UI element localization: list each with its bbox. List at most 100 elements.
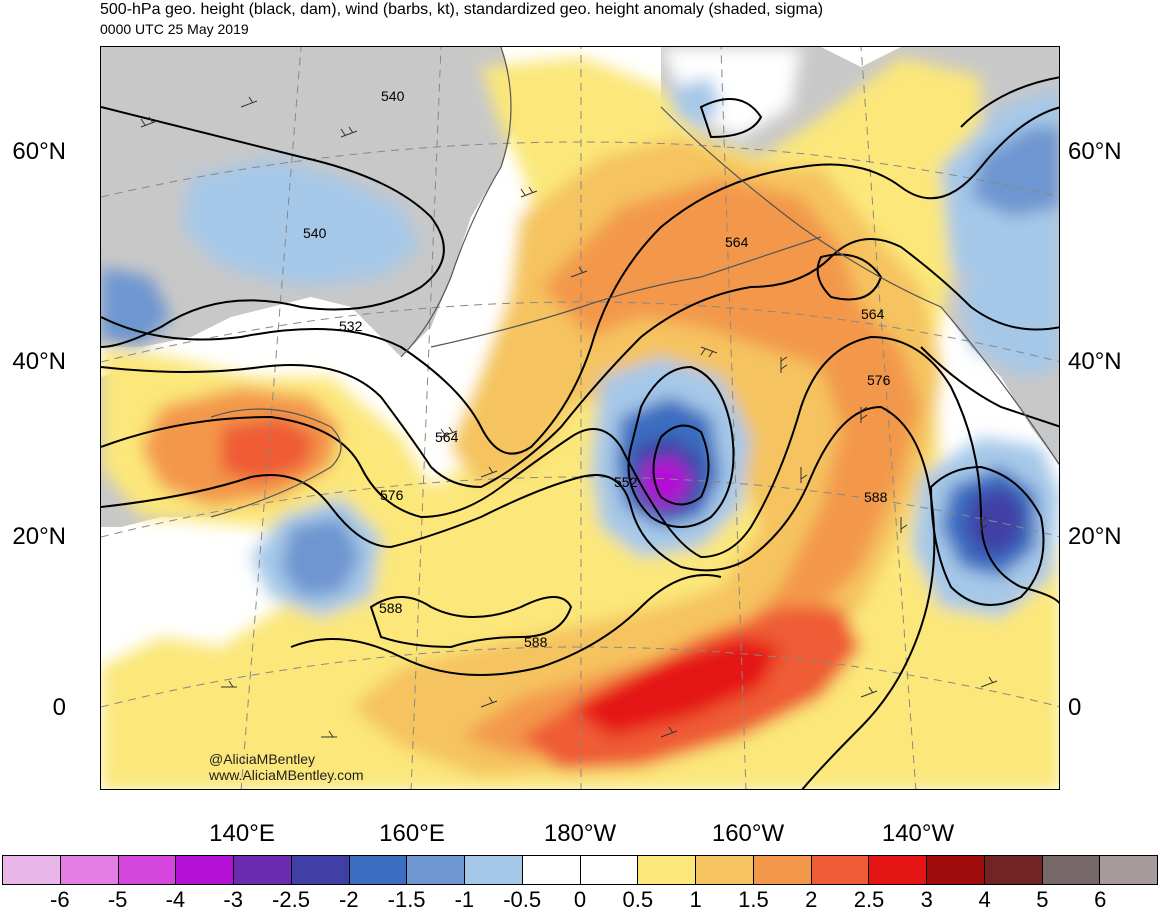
- wind-barb: [480, 696, 498, 708]
- anomaly-blue-siberia: [181, 157, 421, 287]
- credit-url: www.AliciaMBentley.com: [209, 767, 364, 783]
- colorbar-swatch: [291, 856, 350, 884]
- graticule-meridian: [240, 47, 302, 789]
- colorbar-label: 3: [920, 887, 933, 912]
- coastline-aleutians: [430, 236, 822, 348]
- colorbar-label: -1: [454, 887, 475, 912]
- wind-barb: [340, 126, 358, 138]
- colorbar-label: -2.5: [272, 887, 310, 912]
- contour-label: 576: [867, 372, 891, 388]
- wind-barb: [321, 730, 337, 738]
- wind-barb: [240, 96, 258, 108]
- wind-barb: [140, 116, 158, 128]
- wind-barb: [660, 726, 678, 738]
- colorbar-label: 5: [1036, 887, 1049, 912]
- contour-label: 532: [339, 318, 363, 334]
- colorbar-swatch: [696, 856, 754, 884]
- height-contour: [929, 465, 1045, 606]
- colorbar-label: -5: [107, 887, 128, 912]
- colorbar-swatch: [869, 856, 927, 884]
- map-canvas: 540 540 532 564 576 552 564 564 576 588 …: [101, 47, 1059, 789]
- anomaly-blue-arctic: [671, 77, 721, 127]
- colorbar-swatch: [811, 856, 870, 884]
- height-contour: [627, 365, 735, 528]
- contour-label: 588: [864, 489, 888, 505]
- height-contour: [101, 238, 1059, 489]
- height-contour: [369, 596, 573, 649]
- colorbar-swatch: [349, 856, 408, 884]
- wind-barb: [860, 686, 878, 698]
- colorbar-label: -1.5: [387, 887, 426, 912]
- coastline: [400, 47, 512, 358]
- colorbar-label: 2: [805, 887, 818, 912]
- colorbar-swatch: [753, 856, 812, 884]
- map-valid-time: 0000 UTC 25 May 2019: [100, 21, 249, 37]
- lon-label: 140°E: [209, 820, 275, 847]
- colorbar-swatch: [927, 856, 985, 884]
- height-contour: [960, 76, 1059, 128]
- height-contour: [101, 405, 936, 789]
- colorbar-label: -2: [339, 887, 359, 912]
- contour-label: 540: [303, 225, 327, 241]
- height-contours: [101, 76, 1059, 789]
- coastlines: [210, 47, 1059, 518]
- colorbar-label: 1: [689, 887, 702, 912]
- colorbar-swatch: [1100, 856, 1157, 884]
- coastline: [210, 408, 342, 518]
- wind-barb: [480, 466, 498, 478]
- lat-label-right: 20°N: [1068, 523, 1122, 550]
- height-contour: [101, 335, 1059, 605]
- colorbar-swatch: [118, 856, 177, 884]
- contour-label: 564: [725, 234, 749, 250]
- colorbar-label: 1.5: [738, 887, 769, 912]
- colorbar-swatch: [1042, 856, 1101, 884]
- height-contour: [290, 574, 722, 676]
- anomaly-blue-gulf: [961, 237, 1059, 377]
- wind-barb: [520, 186, 538, 198]
- lat-label-left: 20°N: [12, 523, 66, 550]
- colorbar-label: 0.5: [622, 887, 654, 912]
- colorbar-label: -0.5: [503, 887, 542, 912]
- lon-label: 180°W: [543, 820, 617, 847]
- wind-barb: [780, 356, 788, 373]
- anomaly-shading: [101, 47, 1059, 789]
- colorbar-label: 0: [573, 887, 587, 912]
- contour-label: 564: [861, 306, 885, 322]
- lon-label: 160°W: [711, 820, 785, 847]
- height-contour: [652, 424, 710, 506]
- lat-label-left: 40°N: [12, 348, 66, 375]
- contour-label: 540: [381, 88, 405, 104]
- lon-label: 140°W: [881, 820, 955, 847]
- anomaly-red-core: [571, 637, 781, 737]
- wind-barb: [221, 680, 237, 688]
- coastline: [660, 106, 1059, 466]
- colorbar-swatch: [3, 856, 61, 884]
- height-contour: [101, 106, 445, 348]
- contour-label: 588: [379, 600, 403, 616]
- wind-barb: [700, 346, 718, 358]
- contour-label: 588: [524, 634, 548, 650]
- colorbar-label: -4: [165, 887, 186, 912]
- wind-barbs: [140, 96, 998, 738]
- height-contour: [920, 346, 1059, 428]
- colorbar-swatch: [984, 856, 1043, 884]
- contour-label: 576: [380, 487, 404, 503]
- credit-handle: @AliciaMBentley: [209, 751, 316, 767]
- anomaly-colorbar: [2, 855, 1158, 885]
- contour-label: 564: [435, 429, 459, 445]
- colorbar-label: 4: [978, 887, 991, 912]
- graticule-parallel: [101, 301, 1059, 363]
- lon-label: 160°E: [379, 820, 445, 847]
- height-contour: [699, 98, 763, 139]
- anomaly-blue-northpacific-mid: [281, 517, 361, 597]
- anomaly-blue-northeast-mid: [971, 127, 1059, 217]
- wind-barb: [860, 406, 868, 423]
- wind-barb: [800, 467, 808, 483]
- colorbar-swatch: [465, 856, 523, 884]
- contour-labels: 540 540 532 564 576 552 564 564 576 588 …: [303, 88, 891, 650]
- colorbar-swatch: [580, 856, 639, 884]
- colorbar-swatch: [638, 856, 696, 884]
- colorbar-swatch: [60, 856, 119, 884]
- title-block: 500-hPa geo. height (black, dam), wind (…: [100, 0, 823, 38]
- colorbar-label: 6: [1094, 887, 1107, 912]
